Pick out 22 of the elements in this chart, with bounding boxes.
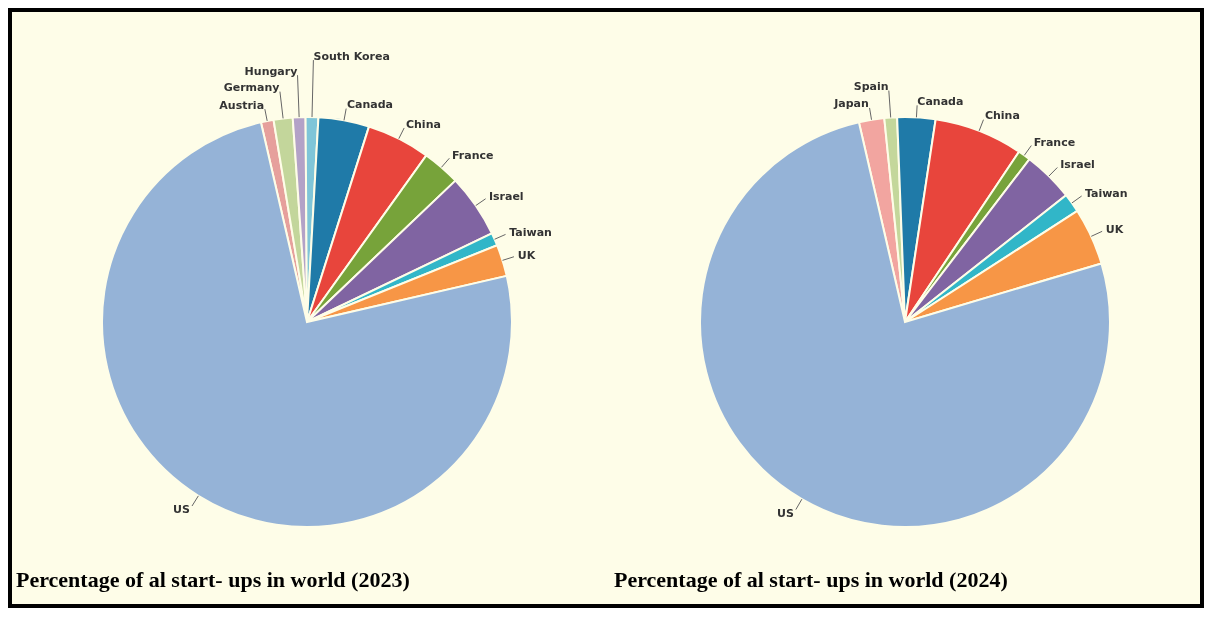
slice-label: France — [451, 148, 494, 162]
slice-label: UK — [517, 249, 536, 263]
slice-label: US — [173, 502, 190, 516]
slice-label: France — [1033, 135, 1076, 149]
slice-label: China — [405, 117, 441, 131]
text: Percentage of al start- ups in world (2023) — [15, 567, 410, 593]
slice-label: Israel — [1060, 158, 1095, 172]
slice-label: Canada — [346, 98, 393, 112]
text: Percentage of al start- ups in world (2024) — [613, 567, 1008, 593]
slice-label: US — [776, 506, 794, 520]
slice-label: Hungary — [244, 64, 298, 78]
slice-label: Israel — [488, 190, 524, 204]
slice-label: Japan — [833, 97, 869, 111]
slice-label: Taiwan — [1084, 187, 1128, 201]
slice-label: Austria — [219, 98, 265, 112]
slice-label: Taiwan — [509, 226, 552, 240]
slice-label: UK — [1105, 223, 1124, 237]
slice-label: South Korea — [313, 49, 390, 63]
slice-label: China — [984, 109, 1020, 123]
slice-label: Germany — [223, 81, 280, 95]
slice-label: Canada — [917, 94, 964, 108]
slice-label: Spain — [853, 80, 889, 94]
